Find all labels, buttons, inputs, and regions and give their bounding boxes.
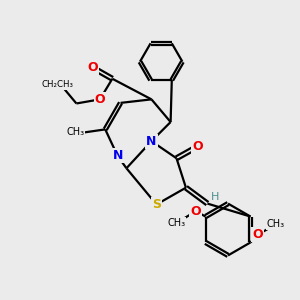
Text: O: O bbox=[192, 140, 203, 153]
Text: CH₂CH₃: CH₂CH₃ bbox=[41, 80, 73, 89]
Text: S: S bbox=[152, 198, 161, 211]
Text: O: O bbox=[87, 61, 98, 74]
Text: CH₃: CH₃ bbox=[267, 220, 285, 230]
Text: CH₃: CH₃ bbox=[66, 127, 85, 137]
Text: H: H bbox=[211, 192, 219, 202]
Text: N: N bbox=[112, 149, 123, 162]
Text: O: O bbox=[252, 228, 263, 241]
Text: O: O bbox=[94, 93, 105, 106]
Text: CH₃: CH₃ bbox=[167, 218, 186, 228]
Text: O: O bbox=[190, 205, 201, 218]
Text: N: N bbox=[146, 135, 157, 148]
